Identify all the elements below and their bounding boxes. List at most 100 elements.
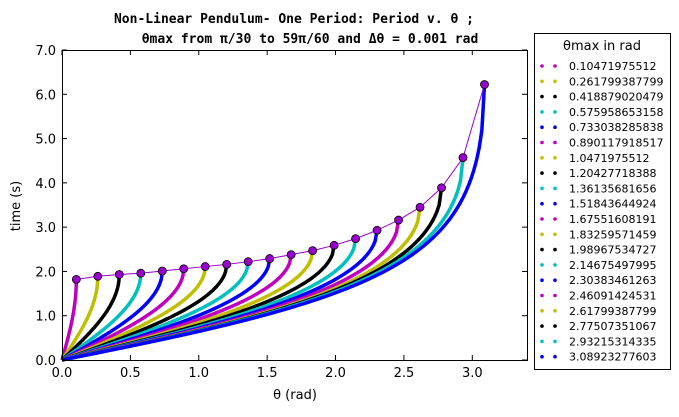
legend-marker bbox=[540, 278, 544, 283]
legend-marker bbox=[540, 339, 544, 344]
legend-frame bbox=[534, 33, 671, 370]
legend-label: 1.36135681656 bbox=[569, 182, 656, 195]
legend-items: 0.10471975512 0.261799387799 0.41887902047… bbox=[540, 60, 663, 364]
period-endpoint-marker bbox=[136, 268, 146, 278]
period-endpoint-marker bbox=[243, 257, 253, 267]
legend-marker bbox=[553, 217, 557, 221]
x-tick-label: 2.0 bbox=[325, 366, 346, 381]
period-endpoint-marker bbox=[394, 215, 403, 225]
legend-marker bbox=[540, 247, 544, 252]
y-tick-label: 2.0 bbox=[35, 265, 56, 280]
legend-marker bbox=[553, 125, 557, 129]
x-tick-label: 0.5 bbox=[120, 366, 141, 381]
legend-marker bbox=[553, 156, 557, 160]
period-curves bbox=[60, 84, 487, 362]
period-endpoint-marker bbox=[372, 225, 382, 235]
legend-marker bbox=[540, 140, 544, 145]
period-endpoint-marker bbox=[71, 274, 81, 284]
period-endpoint-marker bbox=[458, 153, 468, 163]
x-tick-label: 1.5 bbox=[257, 366, 278, 381]
legend-label: 0.575958653158 bbox=[569, 106, 663, 119]
legend-label: 2.77507351067 bbox=[569, 320, 656, 333]
period-endpoint-line bbox=[76, 84, 485, 280]
y-axis-ticks: 0.0 1.0 2.0 3.0 4.0 5.0 6.0 7.0 bbox=[35, 44, 527, 369]
y-tick-label: 5.0 bbox=[35, 133, 56, 148]
x-tick-label: 3.0 bbox=[462, 366, 483, 381]
period-endpoint-marker bbox=[200, 262, 210, 271]
legend-marker bbox=[553, 293, 557, 298]
legend-marker bbox=[553, 278, 557, 283]
legend-label: 0.418879020479 bbox=[569, 91, 663, 104]
chart-title-line2: θmax from π/30 to 59π/60 and Δθ = 0.001 … bbox=[142, 32, 479, 47]
period-endpoint-marker bbox=[480, 80, 489, 89]
legend-marker bbox=[540, 186, 544, 191]
legend-marker bbox=[540, 324, 544, 328]
legend-label: 1.0471975512 bbox=[569, 152, 649, 165]
legend-marker bbox=[553, 94, 557, 99]
y-axis-label: time (s) bbox=[9, 181, 24, 231]
legend-marker bbox=[553, 186, 557, 191]
chart-title-line1: Non-Linear Pendulum- One Period: Period … bbox=[114, 12, 474, 27]
legend-marker bbox=[553, 64, 557, 68]
legend-marker bbox=[540, 94, 544, 99]
x-tick-label: 0.0 bbox=[52, 366, 73, 381]
legend-label: 2.14675497995 bbox=[569, 259, 656, 272]
period-endpoint-marker bbox=[114, 270, 124, 279]
y-tick-label: 6.0 bbox=[35, 88, 56, 103]
legend-marker bbox=[540, 79, 544, 84]
period-endpoints bbox=[71, 80, 489, 284]
y-tick-label: 3.0 bbox=[35, 221, 56, 236]
legend-marker bbox=[553, 247, 557, 252]
legend-label: 2.46091424531 bbox=[569, 290, 656, 303]
period-endpoint-marker bbox=[329, 240, 339, 250]
legend-marker bbox=[553, 201, 557, 206]
legend-label: 1.20427718388 bbox=[569, 167, 656, 180]
y-tick-label: 4.0 bbox=[35, 177, 56, 192]
legend-marker bbox=[553, 339, 557, 344]
y-tick-label: 7.0 bbox=[35, 44, 56, 59]
legend-label: 0.890117918517 bbox=[569, 137, 663, 150]
x-axis-label: θ (rad) bbox=[273, 388, 317, 403]
legend-label: 1.51843644924 bbox=[569, 198, 656, 211]
legend-label: 1.67551608191 bbox=[569, 213, 656, 226]
legend-marker bbox=[540, 354, 544, 359]
period-endpoint-marker bbox=[93, 271, 103, 281]
x-axis-ticks: 0.0 0.5 1.0 1.5 2.0 2.5 3.0 bbox=[52, 50, 483, 381]
legend-marker bbox=[553, 140, 557, 145]
legend-marker bbox=[540, 156, 544, 160]
x-tick-label: 1.0 bbox=[188, 366, 209, 381]
plot-frame bbox=[62, 50, 528, 361]
legend-marker bbox=[540, 309, 544, 313]
x-tick-label: 2.5 bbox=[394, 366, 415, 381]
legend-label: 2.30383461263 bbox=[569, 274, 656, 287]
period-curve bbox=[61, 84, 487, 362]
period-endpoint-marker bbox=[437, 183, 446, 193]
legend-marker bbox=[540, 125, 544, 129]
period-endpoint-marker bbox=[415, 202, 425, 212]
legend-marker bbox=[540, 171, 544, 175]
period-endpoint-marker bbox=[286, 250, 296, 260]
legend: θmax in rad 0.104719755120.2617993877990… bbox=[534, 33, 671, 370]
legend-label: 0.10471975512 bbox=[569, 60, 656, 73]
period-endpoint-marker bbox=[308, 246, 318, 256]
period-curve bbox=[60, 276, 100, 362]
legend-marker bbox=[553, 110, 557, 114]
legend-marker bbox=[540, 217, 544, 221]
legend-label: 2.61799387799 bbox=[569, 305, 656, 318]
legend-marker bbox=[553, 354, 557, 359]
period-endpoint-marker bbox=[222, 259, 232, 269]
legend-label: 1.83259571459 bbox=[569, 228, 656, 241]
legend-label: 0.261799387799 bbox=[569, 75, 663, 88]
legend-label: 3.08923277603 bbox=[569, 351, 656, 364]
y-tick-label: 1.0 bbox=[35, 310, 56, 325]
legend-marker bbox=[553, 232, 557, 237]
legend-marker bbox=[540, 232, 544, 237]
period-endpoint-marker bbox=[265, 254, 275, 263]
legend-marker bbox=[553, 324, 557, 328]
y-tick-label: 0.0 bbox=[35, 354, 56, 369]
legend-marker bbox=[540, 110, 544, 114]
legend-label: 1.98967534727 bbox=[569, 244, 656, 257]
legend-marker bbox=[553, 171, 557, 175]
